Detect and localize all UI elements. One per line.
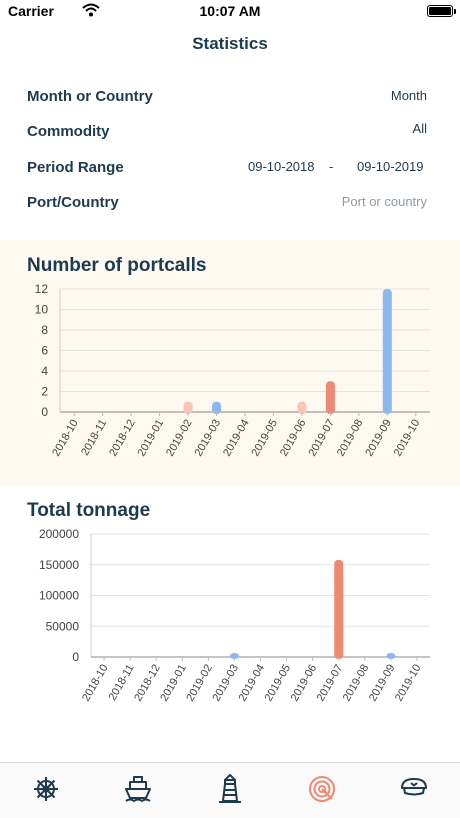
- tab-ship[interactable]: [118, 771, 158, 807]
- tonnage-chart-title: Total tonnage: [27, 500, 151, 521]
- period-separator: -: [329, 159, 334, 174]
- bar: [183, 401, 193, 414]
- commodity-label: Commodity: [27, 123, 110, 140]
- portcalls-section: Number of portcalls 0 2 4 6 8 10 12 2018-10 2018…: [0, 240, 460, 485]
- portcalls-chart: 0246810122018-102018-112018-122019-01201…: [35, 282, 430, 459]
- x-tick-label: 2019-07: [306, 418, 337, 459]
- x-tick-label: 2019-05: [249, 418, 280, 459]
- bar: [229, 653, 239, 659]
- y-tick-label: 6: [41, 344, 48, 358]
- captain-hat-icon: [401, 778, 427, 796]
- x-tick-label: 2019-02: [164, 418, 195, 459]
- tab-target[interactable]: [302, 771, 342, 807]
- page-title: Statistics: [192, 34, 268, 53]
- commodity-value[interactable]: All: [412, 121, 427, 136]
- tonnage-section: Total tonnage 0 50000 100000 150000 200000 20…: [0, 485, 460, 762]
- y-tick-label: 0: [41, 405, 48, 419]
- x-tick-label: 2019-01: [136, 418, 167, 459]
- target-icon: [309, 776, 335, 802]
- status-bar: Carrier 10:07 AM: [0, 0, 460, 22]
- wifi-icon: [82, 3, 100, 20]
- clock: 10:07 AM: [199, 3, 261, 19]
- month-or-country-row[interactable]: Month or Country Month: [27, 86, 429, 110]
- y-tick-label: 200000: [39, 527, 79, 541]
- period-range-row: Period Range 09-10-2018 - 09-10-2019: [27, 157, 429, 181]
- period-range-label: Period Range: [27, 159, 124, 176]
- y-tick-label: 2: [41, 385, 48, 399]
- y-tick-label: 12: [35, 282, 49, 296]
- y-tick-label: 10: [35, 303, 49, 317]
- tab-bar: [0, 762, 460, 818]
- bar: [386, 653, 396, 659]
- x-tick-label: 2019-10: [393, 663, 424, 704]
- period-start-date[interactable]: 09-10-2018: [248, 159, 315, 174]
- lighthouse-icon: [219, 774, 241, 803]
- x-tick-label: 2018-11: [79, 418, 109, 458]
- y-tick-label: 100000: [39, 589, 79, 603]
- bar: [212, 401, 222, 414]
- carrier-label: Carrier: [8, 3, 54, 19]
- x-tick-label: 2018-10: [50, 418, 81, 459]
- month-or-country-value[interactable]: Month: [390, 88, 427, 103]
- tab-captain-hat[interactable]: [394, 771, 434, 807]
- y-tick-label: 150000: [39, 558, 79, 572]
- battery-icon: [427, 5, 453, 17]
- portcalls-chart-title: Number of portcalls: [27, 255, 207, 276]
- x-tick-label: 2019-09: [363, 418, 394, 459]
- x-tick-label: 2019-03: [193, 418, 224, 459]
- x-tick-label: 2019-06: [278, 418, 309, 459]
- port-country-input[interactable]: Port or country: [341, 194, 427, 209]
- x-tick-label: 2018-12: [107, 418, 138, 459]
- commodity-row[interactable]: Commodity All: [27, 121, 429, 145]
- x-tick-label: 2019-08: [335, 418, 366, 459]
- y-tick-label: 0: [72, 650, 79, 664]
- port-country-label: Port/Country: [27, 194, 119, 211]
- x-tick-label: 2019-10: [392, 418, 423, 459]
- month-or-country-label: Month or Country: [27, 88, 153, 105]
- battery-tip: [454, 9, 456, 14]
- tonnage-chart: 0500001000001500002000002018-102018-1120…: [39, 527, 430, 704]
- period-end-date[interactable]: 09-10-2019: [357, 159, 424, 174]
- bar: [297, 401, 307, 414]
- x-tick-label: 2019-04: [221, 418, 252, 459]
- bar: [382, 289, 392, 414]
- bar: [325, 381, 335, 414]
- y-tick-label: 8: [41, 323, 48, 337]
- bar: [334, 559, 344, 659]
- tab-ship-wheel[interactable]: [26, 771, 66, 807]
- ship-wheel-icon: [34, 777, 58, 801]
- y-tick-label: 50000: [46, 619, 80, 633]
- y-tick-label: 4: [41, 364, 48, 378]
- ship-icon: [125, 776, 151, 802]
- port-country-row[interactable]: Port/Country Port or country: [27, 192, 429, 216]
- tab-lighthouse[interactable]: [210, 771, 250, 807]
